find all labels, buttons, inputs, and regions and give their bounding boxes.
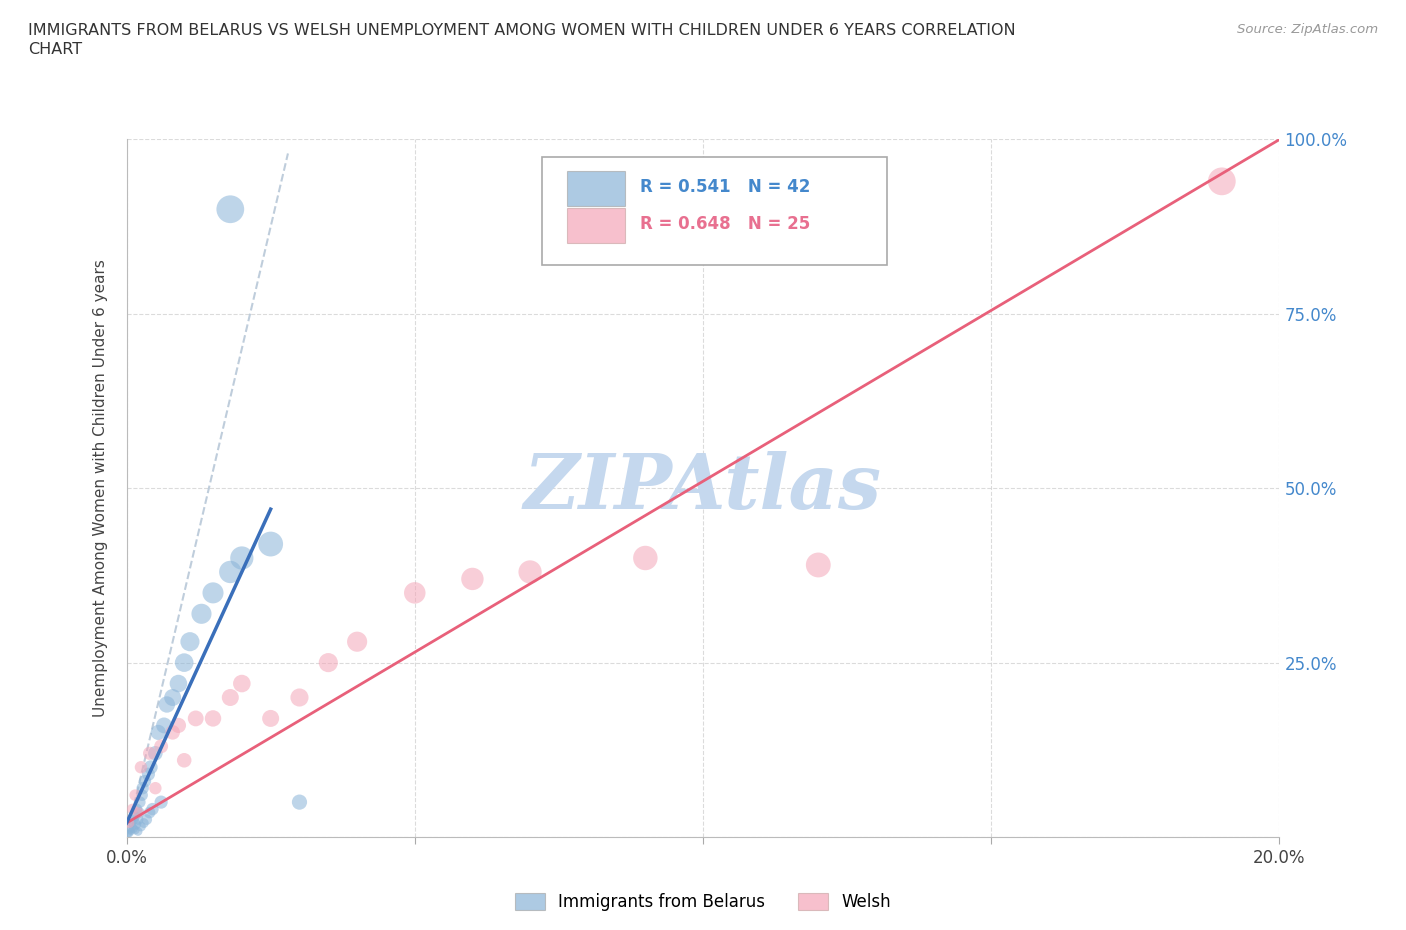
Point xyxy=(184,711,207,725)
Point xyxy=(231,676,253,691)
Point xyxy=(138,805,160,820)
Point xyxy=(461,571,484,587)
Point xyxy=(127,812,149,827)
Point xyxy=(173,656,195,671)
Point xyxy=(128,794,150,809)
Point xyxy=(127,824,149,839)
Point xyxy=(259,711,281,725)
Point xyxy=(138,746,160,761)
Point xyxy=(125,802,148,817)
Point xyxy=(807,558,830,573)
Point xyxy=(131,781,153,796)
Point xyxy=(132,816,155,830)
Point xyxy=(125,817,148,832)
FancyBboxPatch shape xyxy=(541,157,887,265)
FancyBboxPatch shape xyxy=(567,171,624,206)
Point xyxy=(288,690,311,705)
Point xyxy=(179,634,201,649)
Point xyxy=(1211,174,1233,189)
Point xyxy=(129,819,152,834)
Point xyxy=(190,606,212,621)
Point xyxy=(124,823,146,838)
Point xyxy=(120,824,142,839)
Point xyxy=(173,753,195,768)
Point xyxy=(167,676,190,691)
Y-axis label: Unemployment Among Women with Children Under 6 years: Unemployment Among Women with Children U… xyxy=(93,259,108,717)
Point xyxy=(162,690,184,705)
Point xyxy=(121,816,143,830)
Point xyxy=(153,718,176,733)
Point xyxy=(634,551,657,565)
Point xyxy=(219,565,242,579)
Point xyxy=(318,656,340,671)
Point xyxy=(135,812,157,827)
Point xyxy=(124,788,146,803)
Point xyxy=(121,802,143,817)
Point xyxy=(139,760,162,775)
Text: ZIPAtlas: ZIPAtlas xyxy=(524,451,882,525)
Point xyxy=(346,634,368,649)
Point xyxy=(288,794,311,809)
Point xyxy=(150,794,173,809)
Text: IMMIGRANTS FROM BELARUS VS WELSH UNEMPLOYMENT AMONG WOMEN WITH CHILDREN UNDER 6 : IMMIGRANTS FROM BELARUS VS WELSH UNEMPLO… xyxy=(28,23,1015,38)
Point xyxy=(122,821,145,836)
Point xyxy=(134,774,156,789)
Point xyxy=(138,766,160,781)
Point xyxy=(202,711,225,725)
Point xyxy=(145,781,166,796)
Point xyxy=(124,809,146,824)
Point xyxy=(122,812,145,827)
Point xyxy=(259,537,281,551)
FancyBboxPatch shape xyxy=(567,208,624,243)
Point xyxy=(117,826,139,841)
Text: CHART: CHART xyxy=(28,42,82,57)
Point xyxy=(120,823,142,838)
Point xyxy=(118,816,141,830)
Text: R = 0.541   N = 42: R = 0.541 N = 42 xyxy=(640,178,810,196)
Point xyxy=(219,690,242,705)
Point xyxy=(129,760,152,775)
Point xyxy=(219,202,242,217)
Point xyxy=(141,802,163,817)
Point xyxy=(162,725,184,740)
Point xyxy=(156,698,179,712)
Point xyxy=(127,805,149,820)
Point xyxy=(519,565,541,579)
Text: Source: ZipAtlas.com: Source: ZipAtlas.com xyxy=(1237,23,1378,36)
Point xyxy=(231,551,253,565)
Point xyxy=(118,826,141,841)
Point xyxy=(148,725,170,740)
Point xyxy=(404,586,426,601)
Point xyxy=(121,819,143,834)
Point xyxy=(131,788,153,803)
Point xyxy=(202,586,225,601)
Legend: Immigrants from Belarus, Welsh: Immigrants from Belarus, Welsh xyxy=(506,884,900,920)
Text: R = 0.648   N = 25: R = 0.648 N = 25 xyxy=(640,215,810,232)
Point xyxy=(128,805,150,820)
Point xyxy=(150,738,173,753)
Point xyxy=(145,746,166,761)
Point xyxy=(167,718,190,733)
